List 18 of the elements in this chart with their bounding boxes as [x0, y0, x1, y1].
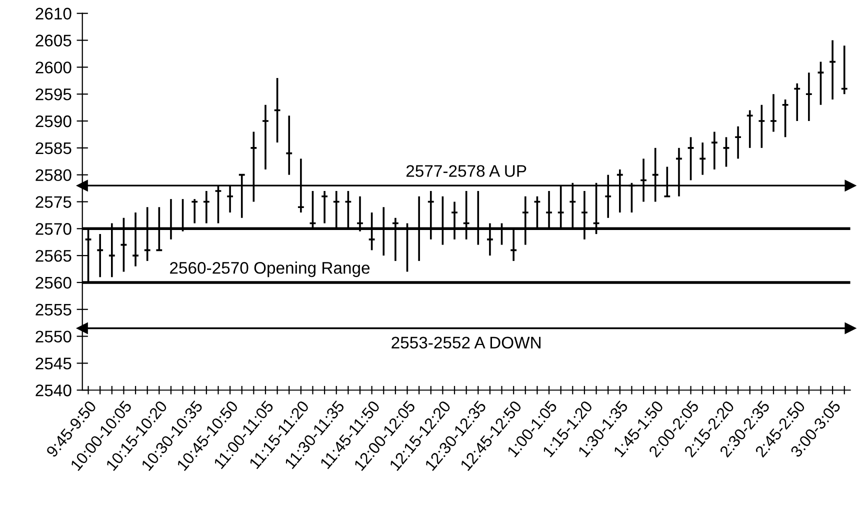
y-tick-label: 2585 [36, 142, 72, 154]
ref-line-label: 2553-2552 A DOWN [392, 336, 540, 349]
y-tick-label: 2570 [36, 223, 72, 235]
y-tick-label: 2610 [36, 8, 72, 20]
y-tick-label: 2550 [36, 330, 72, 343]
y-tick-label: 2600 [36, 62, 72, 74]
y-tick-label: 2590 [36, 115, 72, 128]
y-tick-label: 2555 [36, 304, 72, 316]
y-tick-label: 2595 [36, 88, 72, 100]
y-tick-label: 2575 [36, 196, 72, 208]
y-tick-label: 2540 [36, 384, 72, 396]
y-tick-label: 2605 [36, 34, 72, 46]
ref-line-label: 2577-2578 A UP [406, 165, 526, 177]
y-tick-label: 2560 [36, 276, 72, 289]
y-tick-label: 2545 [36, 358, 72, 370]
y-tick-label: 2580 [36, 169, 72, 182]
y-tick-label: 2565 [36, 250, 72, 262]
ref-line-label: 2560-2570 Opening Range [170, 262, 370, 278]
